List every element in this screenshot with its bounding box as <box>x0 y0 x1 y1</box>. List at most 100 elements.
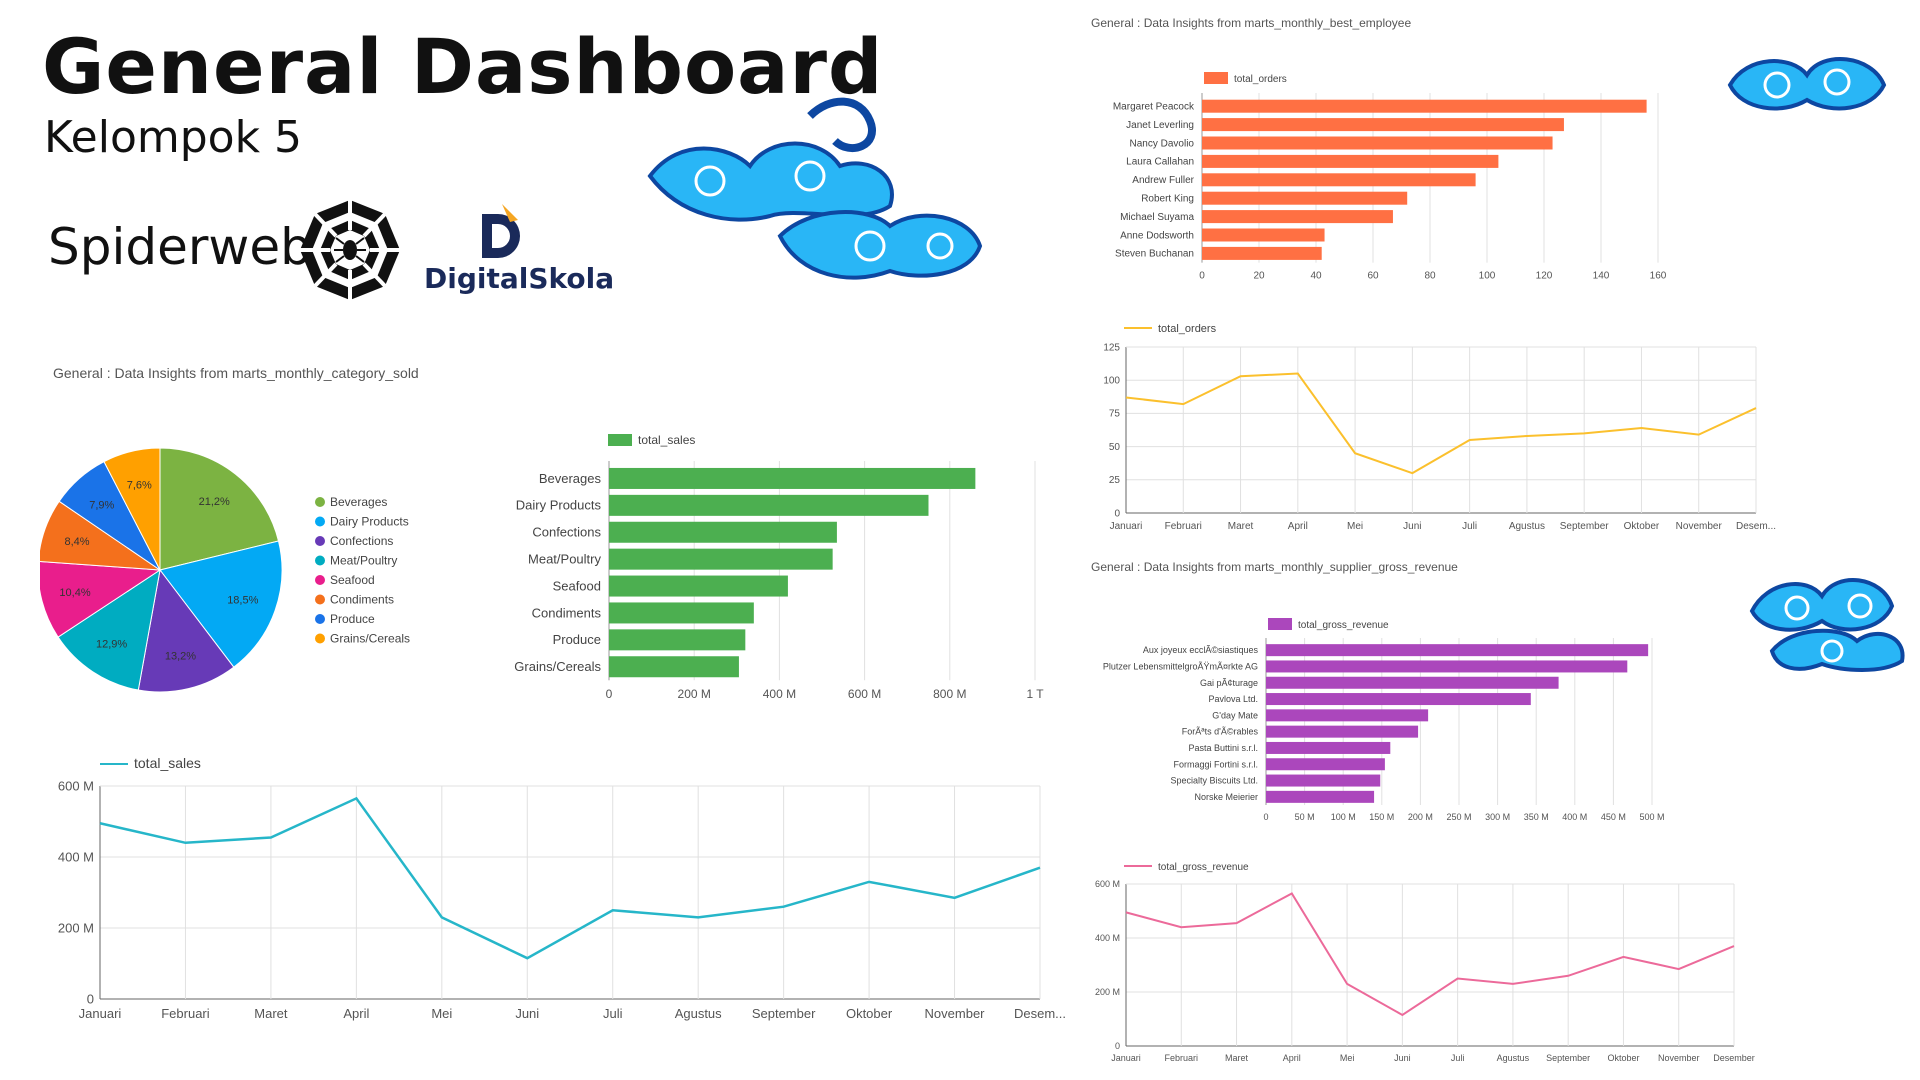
x-tick-label: 600 M <box>848 687 881 701</box>
bar <box>1266 790 1375 803</box>
pie-slice <box>137 568 235 693</box>
x-tick-label: Oktober <box>846 1006 893 1021</box>
category-label: Norske Meierier <box>1194 792 1258 802</box>
y-tick-label: 200 M <box>1095 987 1120 997</box>
bar-legend-swatch <box>608 434 632 446</box>
pie-legend-marker <box>315 614 325 624</box>
dashboard-title: General Dashboard <box>42 22 884 111</box>
category-label: Pavlova Ltd. <box>1208 694 1258 704</box>
pie-slice <box>159 447 280 571</box>
category-label: Confections <box>532 525 601 540</box>
pie-legend-label: Confections <box>330 534 393 548</box>
y-tick-label: 400 M <box>58 849 94 864</box>
bar <box>609 548 833 570</box>
bar <box>609 656 739 678</box>
spiderweb-logo <box>300 200 400 300</box>
category-label: Condiments <box>532 605 602 620</box>
x-tick-label: 0 <box>1263 812 1268 822</box>
x-tick-label: 40 <box>1310 271 1322 282</box>
x-tick-label: 0 <box>606 687 613 701</box>
pie-legend-label: Grains/Cereals <box>330 632 410 646</box>
pie-slice-label: 12,9% <box>96 638 127 650</box>
pie-slice <box>40 561 162 638</box>
x-tick-label: Juli <box>1451 1053 1465 1063</box>
bar <box>1266 758 1385 771</box>
y-tick-label: 125 <box>1103 342 1120 353</box>
x-tick-label: Juli <box>603 1006 623 1021</box>
pie-slice-label: 13,2% <box>165 650 196 662</box>
bar <box>609 467 976 489</box>
bar <box>609 575 788 597</box>
batik-cloud-decoration-large <box>647 97 983 280</box>
category-label: Seafood <box>553 578 601 593</box>
category-label: Robert King <box>1141 194 1194 205</box>
supplier-section-title: General : Data Insights from marts_month… <box>1091 560 1458 574</box>
x-tick-label: 120 <box>1536 271 1553 282</box>
x-tick-label: 450 M <box>1601 812 1626 822</box>
y-tick-label: 50 <box>1109 442 1121 453</box>
x-tick-label: September <box>1560 521 1610 532</box>
bar <box>1202 173 1476 187</box>
bar <box>609 602 754 624</box>
x-tick-label: 1 T <box>1026 687 1044 701</box>
category-sales-bar-chart: total_sales 0 200 M 400 M 600 M 800 M 1 T Bever… <box>514 433 1044 701</box>
x-tick-label: April <box>1288 521 1308 532</box>
bar <box>1266 725 1419 738</box>
monthly-orders-line-chart: total_orders 0 25 50 75 100 125 Januari Februari… <box>1103 323 1776 532</box>
x-tick-label: 350 M <box>1524 812 1549 822</box>
line-legend-label: total_orders <box>1158 323 1217 335</box>
pie-slice <box>159 540 283 668</box>
pie-legend-marker <box>315 594 325 605</box>
category-label: Michael Suyama <box>1120 212 1194 223</box>
monthly-sales-line-chart: total_sales 0 200 M 400 M 600 M Januari Februa… <box>58 755 1066 1021</box>
x-tick-label: September <box>1546 1053 1590 1063</box>
x-tick-label: Februari <box>161 1006 210 1021</box>
x-tick-label: Agustus <box>675 1006 722 1021</box>
bar <box>1202 118 1564 132</box>
digitalskola-logo-icon <box>482 204 520 258</box>
pie-legend-marker <box>315 555 325 566</box>
x-tick-label: Januari <box>1110 521 1143 532</box>
pie-legend-marker <box>315 516 325 527</box>
bar <box>1202 246 1322 260</box>
series-line <box>1125 372 1757 475</box>
category-label: Formaggi Fortini s.r.l. <box>1173 759 1258 769</box>
x-tick-label: Mei <box>431 1006 452 1021</box>
pie-legend-marker <box>315 536 325 546</box>
x-tick-label: Agustus <box>1509 521 1545 532</box>
bar <box>609 521 837 543</box>
category-label: Andrew Fuller <box>1132 175 1194 186</box>
employee-orders-bar-chart: total_orders 0 20 40 60 80 100 120 140 160 Margare… <box>1113 72 1667 282</box>
category-label: Produce <box>553 632 601 647</box>
pie-slice <box>103 447 161 571</box>
line-legend-label: total_sales <box>134 755 201 771</box>
y-tick-label: 400 M <box>1095 933 1120 943</box>
x-tick-label: 400 M <box>763 687 796 701</box>
bar <box>1266 709 1429 722</box>
batik-cloud-decoration-top-right <box>1727 57 1887 111</box>
pie-legend-label: Produce <box>330 612 375 626</box>
x-tick-label: Januari <box>1111 1053 1141 1063</box>
pie-slice <box>57 568 161 691</box>
x-tick-label: 200 M <box>678 687 711 701</box>
category-label: G'day Mate <box>1212 710 1258 720</box>
employee-section-title: General : Data Insights from marts_month… <box>1091 16 1412 30</box>
pie-legend-label: Dairy Products <box>330 515 409 529</box>
bar <box>1266 774 1381 787</box>
series-line <box>99 796 1041 960</box>
bar-legend-label: total_gross_revenue <box>1298 620 1389 631</box>
bar <box>1266 660 1628 673</box>
x-tick-label: Agustus <box>1497 1053 1530 1063</box>
x-tick-label: 200 M <box>1408 812 1433 822</box>
pie-slice-label: 18,5% <box>227 594 258 606</box>
bar <box>1202 99 1647 113</box>
category-label: Plutzer LebensmittelgroÃŸmÃ¤rkte AG <box>1103 661 1258 671</box>
monthly-revenue-line-chart: total_gross_revenue 0 200 M 400 M 600 M Janua… <box>1095 862 1755 1063</box>
x-tick-label: September <box>752 1006 816 1021</box>
y-tick-label: 0 <box>87 991 94 1006</box>
pie-slice-label: 7,6% <box>127 480 152 492</box>
line-legend-label: total_gross_revenue <box>1158 862 1249 873</box>
supplier-revenue-bar-chart: total_gross_revenue 0 50 M 100 M 150 M 200 M 2… <box>1103 618 1665 822</box>
category-label: Margaret Peacock <box>1113 102 1195 113</box>
dashboard-subtitle: Kelompok 5 <box>44 112 303 163</box>
